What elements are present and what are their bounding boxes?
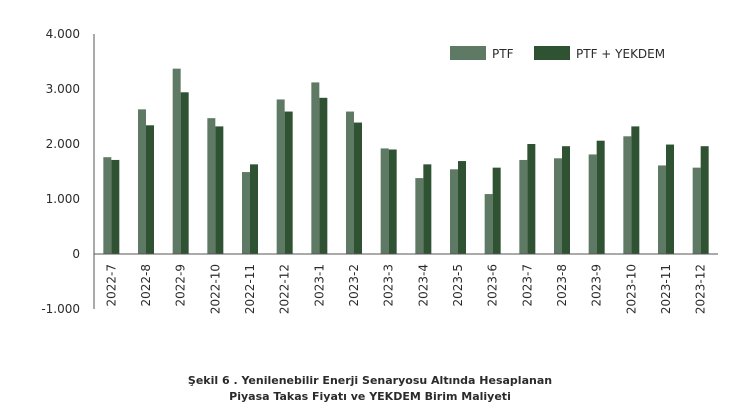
bar-ptf bbox=[276, 99, 285, 254]
bar-ptf bbox=[415, 178, 424, 254]
x-tick-label: 2023-12 bbox=[694, 264, 708, 314]
bar-ptf bbox=[484, 194, 493, 254]
bar-ptf bbox=[138, 109, 146, 254]
x-tick-label: 2023-11 bbox=[659, 264, 673, 314]
x-tick-label: 2022-12 bbox=[278, 264, 292, 314]
y-tick-label: -1.000 bbox=[41, 302, 80, 316]
legend-label: PTF + YEKDEM bbox=[576, 47, 665, 61]
bar-ptf-yekdem bbox=[146, 125, 154, 254]
bar-ptf bbox=[311, 82, 320, 255]
x-tick-label: 2022-11 bbox=[243, 264, 257, 314]
legend-swatch bbox=[534, 46, 570, 60]
bar-ptf-yekdem bbox=[180, 92, 189, 254]
x-tick-label: 2022-9 bbox=[174, 264, 188, 307]
bars bbox=[103, 68, 709, 255]
bar-ptf bbox=[242, 172, 250, 254]
bar-ptf-yekdem bbox=[700, 146, 709, 254]
bar-ptf bbox=[623, 136, 632, 254]
legend-swatch bbox=[450, 46, 486, 60]
bar-ptf-yekdem bbox=[111, 159, 120, 254]
bar-ptf-yekdem bbox=[319, 97, 328, 254]
bar-ptf bbox=[346, 111, 354, 254]
x-tick-label: 2023-2 bbox=[347, 264, 361, 307]
x-tick-label: 2023-1 bbox=[312, 264, 326, 307]
legend-label: PTF bbox=[492, 47, 514, 61]
bar-ptf bbox=[450, 169, 458, 254]
bar-ptf-yekdem bbox=[354, 122, 362, 254]
x-tick-label: 2023-10 bbox=[624, 264, 638, 314]
bar-ptf bbox=[588, 154, 597, 254]
bar-ptf bbox=[658, 165, 666, 254]
x-tick-label: 2023-8 bbox=[555, 264, 569, 307]
bar-ptf-yekdem bbox=[527, 144, 536, 254]
x-tick-label: 2022-10 bbox=[208, 264, 222, 314]
bar-ptf-yekdem bbox=[423, 164, 432, 254]
y-tick-label: 3.000 bbox=[46, 82, 80, 96]
figure-caption-line-1: Şekil 6 . Yenilenebilir Enerji Senaryosu… bbox=[187, 374, 553, 387]
bar-ptf bbox=[207, 118, 216, 255]
bar-ptf bbox=[554, 158, 562, 254]
bar-ptf bbox=[380, 148, 389, 254]
figure-caption-line-2: Piyasa Takas Fiyatı ve YEKDEM Birim Mali… bbox=[229, 390, 511, 403]
bar-ptf bbox=[692, 167, 701, 254]
legend: PTF PTF + YEKDEM bbox=[450, 46, 665, 61]
bar-ptf-yekdem bbox=[666, 144, 674, 254]
bar-ptf-yekdem bbox=[388, 149, 397, 254]
x-tick-label: 2023-9 bbox=[590, 264, 604, 307]
x-tick-label: 2023-7 bbox=[520, 264, 534, 307]
x-tick-label: 2023-6 bbox=[486, 264, 500, 307]
bar-ptf-yekdem bbox=[284, 111, 293, 254]
bar-ptf-yekdem bbox=[215, 126, 224, 254]
x-tick-label: 2023-5 bbox=[451, 264, 465, 307]
bar-ptf bbox=[519, 159, 528, 254]
y-axis: 4.000 3.000 2.000 1.000 0 -1.000 bbox=[41, 27, 95, 316]
x-tick-label: 2023-4 bbox=[416, 264, 430, 307]
bar-ptf-yekdem bbox=[492, 167, 501, 254]
y-tick-label: 4.000 bbox=[46, 27, 80, 41]
y-tick-label: 1.000 bbox=[46, 192, 80, 206]
y-tick-label: 0 bbox=[72, 247, 80, 261]
y-tick-label: 2.000 bbox=[46, 137, 80, 151]
bar-ptf-yekdem bbox=[562, 146, 570, 254]
x-axis: 2022-7 2022-8 2022-9 2022-10 2022-11 2022-12 2… bbox=[94, 253, 718, 314]
bar-ptf-yekdem bbox=[458, 161, 466, 254]
bar-ptf bbox=[172, 68, 181, 255]
x-tick-label: 2022-7 bbox=[104, 264, 118, 307]
bar-ptf-yekdem bbox=[250, 164, 258, 254]
x-tick-label: 2022-8 bbox=[139, 264, 153, 307]
x-tick-label: 2023-3 bbox=[382, 264, 396, 307]
bar-ptf-yekdem bbox=[596, 140, 605, 254]
bar-ptf bbox=[103, 157, 112, 254]
bar-ptf-yekdem bbox=[631, 126, 640, 254]
